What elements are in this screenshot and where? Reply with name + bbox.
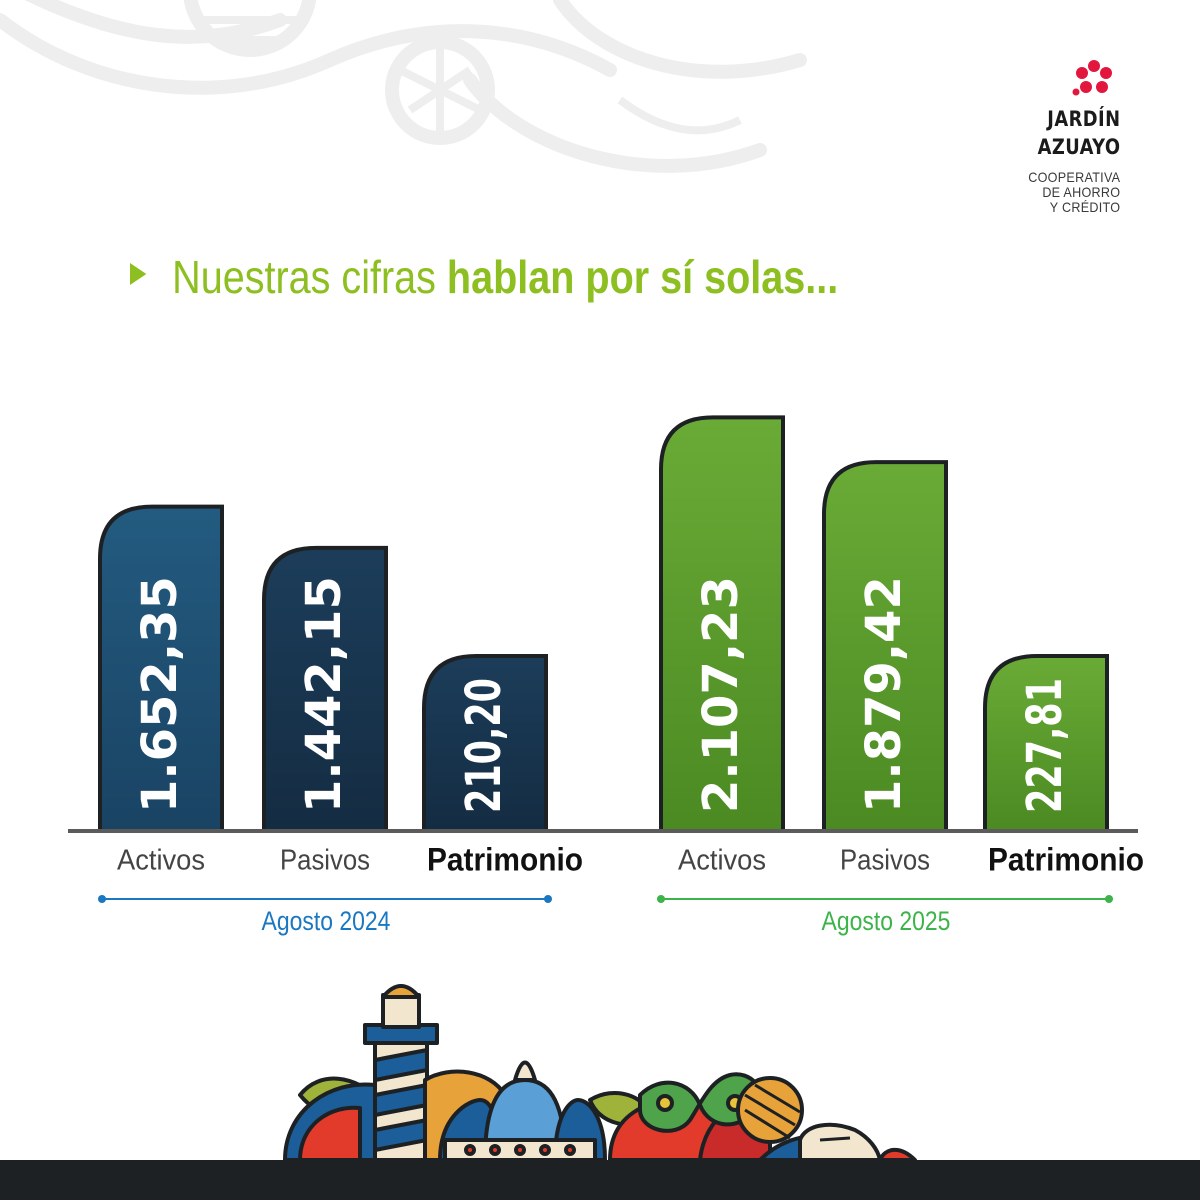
- group-bracket-2025: [657, 895, 1113, 903]
- period-label-2024: Agosto 2024: [261, 906, 391, 936]
- bar-value-label: 210,20: [456, 678, 512, 813]
- category-label: Pasivos: [280, 845, 370, 877]
- brand-sub-line-1: COOPERATIVA: [1027, 169, 1120, 185]
- category-label: Pasivos: [840, 845, 930, 877]
- bar-2025-pasivos: [822, 460, 948, 833]
- bracket-dot-left: [98, 895, 106, 903]
- headline-bold: hablan por sí solas...: [446, 251, 839, 303]
- play-arrow-icon: [130, 263, 147, 285]
- bar-2024-pasivos: [262, 545, 388, 833]
- category-label: Activos: [117, 845, 205, 877]
- bar-value-label: 227,81: [1017, 678, 1073, 813]
- headline-normal: Nuestras cifras: [172, 251, 447, 303]
- bracket-dot-left: [657, 895, 665, 903]
- bar-2025-patrimonio: [983, 654, 1109, 833]
- bar-2024-patrimonio: [422, 654, 548, 833]
- decorative-pattern: [0, 0, 807, 173]
- bar-2025-activos: [659, 415, 785, 833]
- bottom-band: [0, 1160, 1200, 1200]
- bar-value-label: 1.879,42: [856, 576, 912, 813]
- brand-sub-line-3: Y CRÉDITO: [1049, 199, 1120, 215]
- bracket-dot-right: [544, 895, 552, 903]
- category-label: Activos: [678, 845, 766, 877]
- brand-subtitle: COOPERATIVA DE AHORRO Y CRÉDITO: [1028, 170, 1120, 215]
- category-label: Patrimonio: [988, 841, 1144, 877]
- group-bracket-2024: [98, 895, 552, 903]
- bar-value-label: 2.107,23: [693, 576, 749, 813]
- headline: Nuestras cifras hablan por sí solas...: [130, 247, 838, 307]
- category-label: Patrimonio: [427, 841, 583, 877]
- flower-logo-icon: [1072, 60, 1112, 96]
- brand-name: JARDÍN AZUAYO: [1037, 105, 1120, 161]
- brand-name-line-1: JARDÍN: [1046, 107, 1120, 131]
- brand-name-line-2: AZUAYO: [1037, 135, 1120, 159]
- bar-2024-activos: [98, 504, 224, 833]
- bar-value-label: 1.652,35: [132, 576, 188, 813]
- brand-sub-line-2: DE AHORRO: [1041, 184, 1120, 200]
- bar-value-label: 1.442,15: [296, 576, 352, 813]
- period-label-2025: Agosto 2025: [821, 906, 951, 936]
- bracket-dot-right: [1105, 895, 1113, 903]
